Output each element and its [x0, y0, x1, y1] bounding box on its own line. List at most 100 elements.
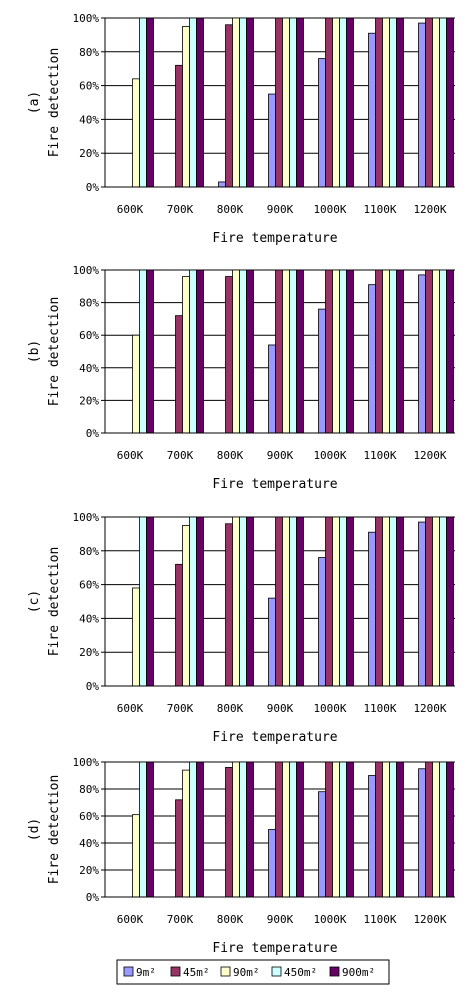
bar — [396, 269, 404, 434]
bar — [196, 269, 204, 434]
panel-label: (a) — [27, 91, 42, 114]
bar — [296, 269, 304, 434]
x-tick-label: 700K — [167, 702, 194, 715]
legend-swatch — [170, 966, 181, 977]
x-tick-label: 900K — [267, 913, 294, 926]
y-tick-label: 0% — [86, 181, 100, 194]
x-tick-label: 800K — [217, 203, 244, 216]
x-tick-label: 1000K — [313, 702, 346, 715]
y-tick-label: 100% — [73, 12, 100, 25]
bar — [318, 557, 326, 687]
bar — [368, 775, 376, 898]
legend-label: 450m² — [284, 966, 317, 979]
bar — [389, 17, 397, 188]
y-tick-label: 0% — [86, 427, 100, 440]
bar — [382, 17, 390, 188]
bar — [368, 32, 376, 188]
bar — [139, 516, 147, 687]
x-tick-label: 1200K — [413, 203, 446, 216]
bar — [296, 17, 304, 188]
x-tick-label: 800K — [217, 913, 244, 926]
y-tick-label: 40% — [79, 837, 99, 850]
bar — [375, 17, 383, 188]
x-axis-title: Fire temperature — [212, 477, 337, 492]
x-tick-label: 1000K — [313, 203, 346, 216]
bar — [396, 516, 404, 687]
x-tick-label: 1000K — [313, 449, 346, 462]
bar — [175, 799, 183, 898]
bar — [446, 761, 454, 898]
bar — [175, 64, 183, 188]
bar — [246, 17, 254, 188]
bar — [246, 761, 254, 898]
bar — [275, 761, 283, 898]
bar — [139, 269, 147, 434]
bar — [275, 516, 283, 687]
bar — [239, 516, 247, 687]
x-tick-label: 600K — [117, 702, 144, 715]
bar — [225, 24, 233, 188]
bar — [382, 761, 390, 898]
bar — [175, 315, 183, 434]
x-tick-label: 600K — [117, 203, 144, 216]
bar — [432, 516, 440, 687]
x-tick-label: 700K — [167, 203, 194, 216]
y-tick-label: 100% — [73, 511, 100, 524]
bar — [246, 516, 254, 687]
y-tick-label: 60% — [79, 329, 99, 342]
y-tick-label: 80% — [79, 297, 99, 310]
bar — [339, 761, 347, 898]
bar — [418, 22, 426, 188]
bar — [375, 269, 383, 434]
x-tick-label: 1200K — [413, 913, 446, 926]
bar — [268, 829, 276, 898]
bar — [132, 334, 140, 434]
y-tick-label: 80% — [79, 783, 99, 796]
bar — [389, 516, 397, 687]
bar — [339, 269, 347, 434]
bar — [268, 93, 276, 188]
bar — [189, 516, 197, 687]
bar — [425, 761, 433, 898]
x-tick-label: 1100K — [363, 702, 396, 715]
x-tick-label: 700K — [167, 913, 194, 926]
bar — [239, 761, 247, 898]
bar — [346, 269, 354, 434]
x-tick-label: 800K — [217, 449, 244, 462]
bar — [282, 516, 290, 687]
y-tick-label: 60% — [79, 80, 99, 93]
bar — [382, 516, 390, 687]
y-tick-label: 20% — [79, 394, 99, 407]
bar — [232, 17, 240, 188]
bar — [439, 269, 447, 434]
chart-panel: 0% 20% 40% 60% 80% 100% 600K 700K 800K 900K 1000K 1… — [27, 12, 455, 246]
x-axis-title: Fire temperature — [212, 730, 337, 745]
bar — [439, 516, 447, 687]
x-tick-label: 600K — [117, 449, 144, 462]
bar — [225, 276, 233, 434]
bar — [246, 269, 254, 434]
bar — [146, 761, 154, 898]
bar — [196, 516, 204, 687]
panel-label: (d) — [27, 818, 42, 841]
y-axis-title: Fire detection — [47, 48, 62, 158]
x-axis-title: Fire temperature — [212, 941, 337, 956]
bar — [425, 17, 433, 188]
legend: 9m² 45m² 90m² 450m² 900m² — [116, 959, 390, 985]
bar — [418, 274, 426, 434]
y-tick-label: 20% — [79, 864, 99, 877]
legend-swatch — [220, 966, 231, 977]
x-tick-label: 1000K — [313, 913, 346, 926]
bar — [439, 17, 447, 188]
y-tick-label: 60% — [79, 579, 99, 592]
bar — [432, 269, 440, 434]
bar — [346, 17, 354, 188]
chart-panel: 0% 20% 40% 60% 80% 100% 600K 700K 800K 900K 1000K 1… — [27, 264, 455, 492]
y-tick-label: 20% — [79, 147, 99, 160]
bar — [196, 17, 204, 188]
bar — [132, 78, 140, 188]
x-tick-label: 1100K — [363, 913, 396, 926]
x-tick-label: 700K — [167, 449, 194, 462]
y-tick-label: 100% — [73, 264, 100, 277]
bar — [282, 17, 290, 188]
